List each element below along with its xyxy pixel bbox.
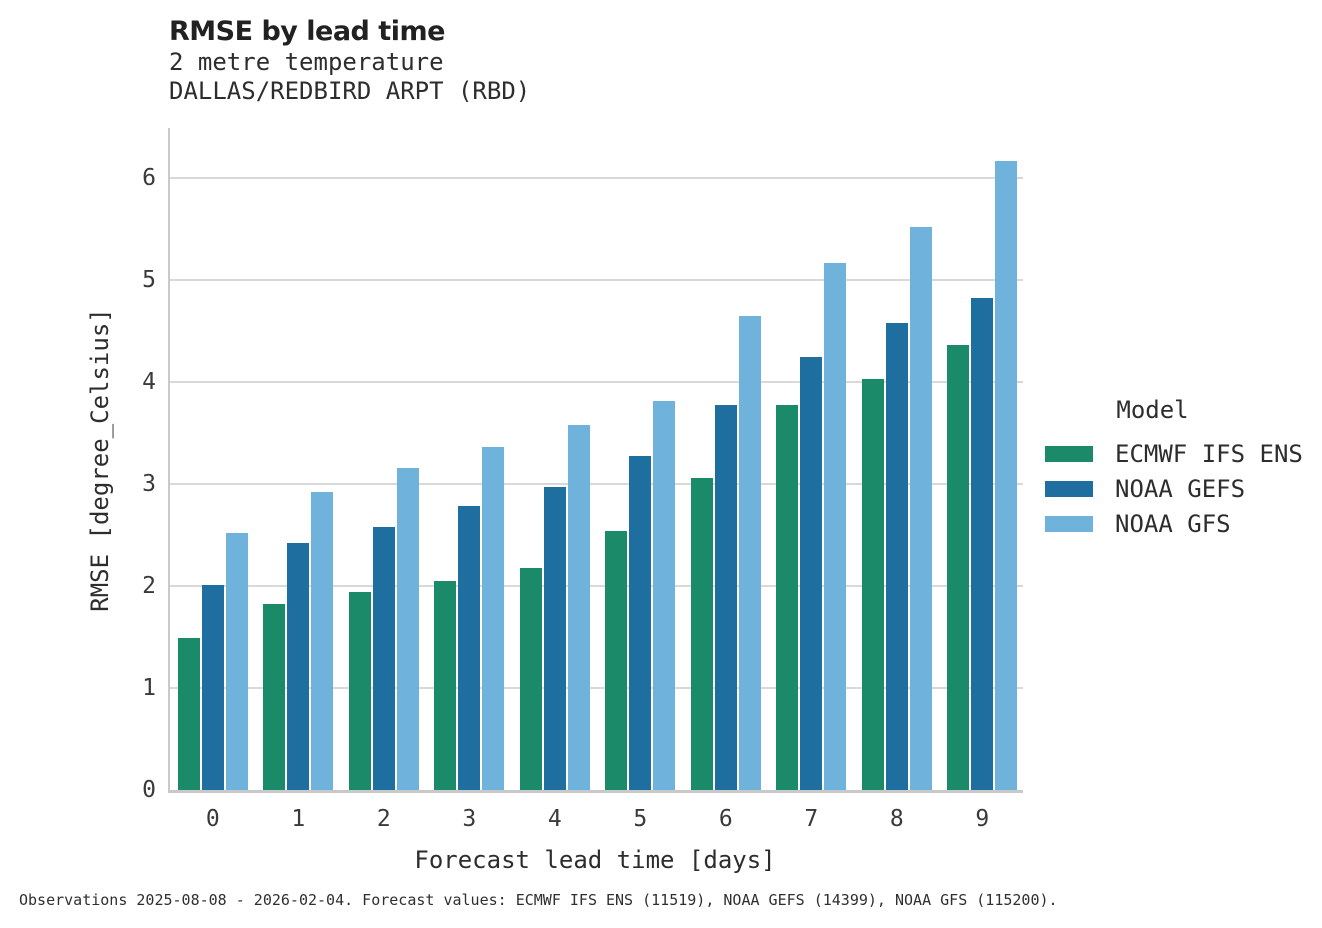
y-tick-label-2: 2 (142, 573, 156, 600)
gridline-y-5 (170, 279, 1023, 282)
bar-group-lead-9 (947, 161, 1018, 790)
x-tick-label-7: 7 (804, 806, 819, 832)
x-tick-label-9: 9 (975, 806, 990, 832)
bar-noaa-gefs-lead-5 (629, 456, 652, 790)
bar-noaa-gfs-lead-9 (995, 161, 1018, 790)
legend-label: NOAA GEFS (1115, 474, 1246, 503)
x-tick-label-1: 1 (291, 806, 306, 832)
legend-title: Model (1116, 396, 1189, 424)
x-tick-label-2: 2 (376, 806, 391, 832)
legend-item-noaa-gefs: NOAA GEFS (1045, 471, 1305, 506)
y-tick-label-5: 5 (142, 267, 156, 294)
bar-noaa-gefs-lead-3 (458, 506, 481, 790)
legend-swatch-icon (1045, 515, 1093, 532)
bar-noaa-gefs-lead-6 (714, 405, 737, 790)
bar-ecmwf-ifs-ens-lead-4 (519, 568, 542, 790)
y-tick-label-0: 0 (142, 777, 156, 803)
gridline-y-3 (170, 483, 1023, 486)
gridline-y-1 (170, 687, 1023, 690)
gridline-y-2 (170, 585, 1023, 588)
bar-group-lead-8 (861, 227, 932, 790)
legend-label: NOAA GFS (1115, 509, 1231, 538)
bar-group-lead-6 (690, 316, 761, 790)
bar-noaa-gfs-lead-3 (482, 447, 505, 790)
bar-ecmwf-ifs-ens-lead-8 (861, 379, 884, 790)
bar-noaa-gefs-lead-7 (800, 357, 823, 790)
bar-noaa-gefs-lead-8 (885, 323, 908, 790)
bar-group-lead-5 (605, 401, 676, 790)
bar-group-lead-1 (263, 492, 334, 790)
chart-subtitle-station: DALLAS/REDBIRD ARPT (RBD) (169, 77, 531, 105)
bar-ecmwf-ifs-ens-lead-6 (690, 478, 713, 790)
bar-group-lead-7 (776, 263, 847, 790)
legend-item-noaa-gfs: NOAA GFS (1045, 506, 1305, 541)
x-tick-label-5: 5 (633, 806, 648, 832)
plot-area: 0 1 2 3 4 5 6 0 1 2 3 4 5 6 7 8 9 (142, 128, 1023, 832)
bar-noaa-gefs-lead-4 (543, 487, 566, 790)
bar-ecmwf-ifs-ens-lead-5 (605, 531, 628, 790)
legend-item-ecmwf-ifs-ens: ECMWF IFS ENS (1045, 436, 1305, 471)
y-tick-label-1: 1 (142, 675, 156, 702)
x-tick-label-6: 6 (718, 806, 733, 832)
bar-noaa-gefs-lead-1 (287, 543, 310, 790)
gridline-y-6 (170, 177, 1023, 180)
x-axis-label: Forecast lead time [days] (414, 846, 776, 874)
bar-group-lead-3 (434, 447, 505, 790)
bar-noaa-gfs-lead-4 (567, 425, 590, 790)
bar-group-lead-4 (519, 425, 590, 790)
x-tick-label-3: 3 (462, 806, 477, 832)
y-axis-label: RMSE [degree_Celsius] (86, 308, 114, 612)
bar-ecmwf-ifs-ens-lead-1 (263, 604, 286, 790)
gridline-y-4 (170, 381, 1023, 384)
bar-noaa-gfs-lead-5 (653, 401, 676, 790)
legend-items: ECMWF IFS ENS NOAA GEFS NOAA GFS (1045, 436, 1305, 541)
chart-subtitle-variable: 2 metre temperature (169, 48, 444, 76)
bar-group-lead-2 (348, 468, 419, 790)
x-tick-label-0: 0 (205, 806, 220, 832)
y-tick-label-6: 6 (142, 165, 156, 192)
bar-ecmwf-ifs-ens-lead-0 (177, 638, 200, 790)
legend-label: ECMWF IFS ENS (1115, 439, 1303, 468)
chart-header: RMSE by lead time 2 metre temperature DA… (169, 16, 530, 106)
bar-noaa-gfs-lead-8 (909, 227, 932, 790)
x-tick-label-8: 8 (889, 806, 904, 832)
bar-group-lead-0 (177, 533, 248, 790)
legend-swatch-icon (1045, 480, 1093, 497)
bar-noaa-gfs-lead-1 (311, 492, 334, 790)
chart-title: RMSE by lead time (169, 16, 445, 47)
x-tick-label-4: 4 (547, 806, 562, 832)
bar-ecmwf-ifs-ens-lead-7 (776, 405, 799, 790)
bar-ecmwf-ifs-ens-lead-2 (348, 592, 371, 790)
bar-noaa-gefs-lead-9 (971, 298, 994, 790)
bar-noaa-gfs-lead-6 (738, 316, 761, 790)
y-tick-label-3: 3 (142, 471, 156, 498)
legend: Model ECMWF IFS ENS NOAA GEFS NOAA GFS (1045, 396, 1305, 541)
bar-noaa-gfs-lead-2 (396, 468, 419, 790)
bar-ecmwf-ifs-ens-lead-9 (947, 345, 970, 790)
bar-noaa-gfs-lead-0 (225, 533, 248, 790)
footer-caption: Observations 2025-08-08 - 2026-02-04. Fo… (19, 891, 1058, 909)
bar-noaa-gefs-lead-2 (372, 527, 395, 790)
y-tick-label-4: 4 (142, 369, 156, 396)
legend-swatch-icon (1045, 445, 1093, 462)
bar-noaa-gfs-lead-7 (824, 263, 847, 790)
bar-noaa-gefs-lead-0 (201, 585, 224, 790)
bar-ecmwf-ifs-ens-lead-3 (434, 581, 457, 790)
